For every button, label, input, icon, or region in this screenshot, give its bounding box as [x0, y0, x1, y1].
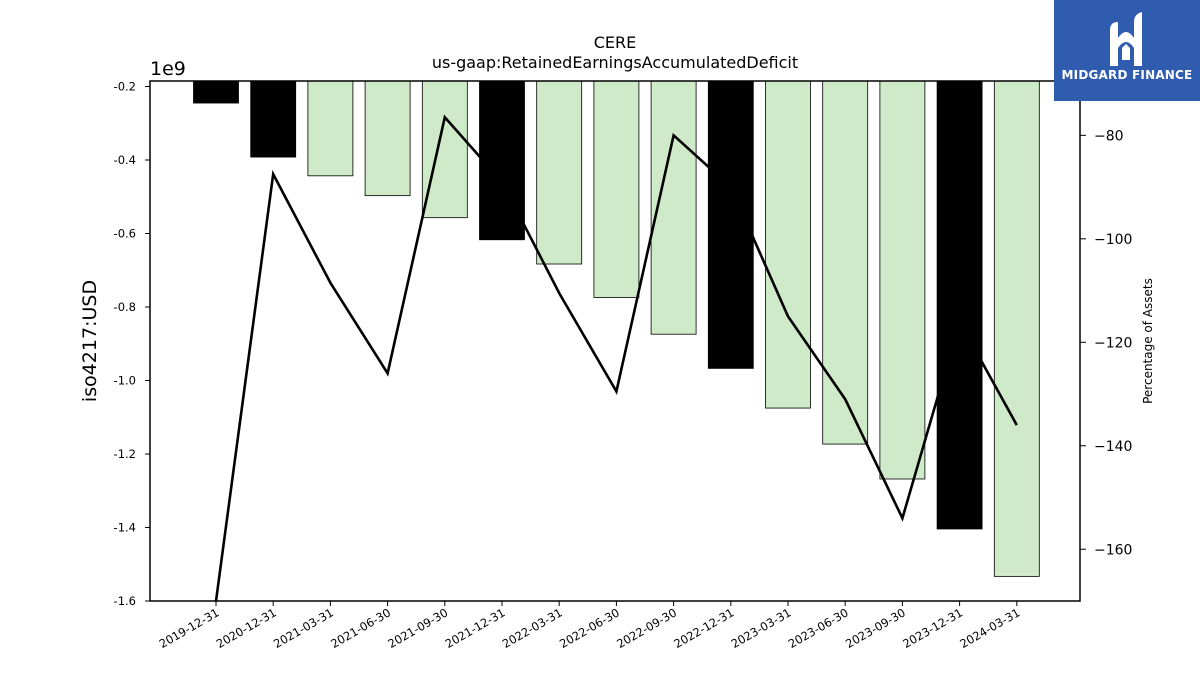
- bar-2021-06-30: [364, 80, 411, 197]
- y-tick-label: -0.8: [114, 300, 136, 314]
- y-axis-right: −80 −100 −120 −140 −160: [1080, 128, 1132, 558]
- x-tick-label: 2023-03-31: [729, 605, 794, 651]
- bar-2021-12-31: [479, 80, 525, 241]
- bar-2022-06-30: [593, 80, 640, 298]
- y2-tick-label: −160: [1094, 542, 1132, 558]
- bar-2019-12-31: [193, 80, 239, 104]
- bar-2023-12-31: [936, 80, 983, 530]
- y2-tick-label: −100: [1094, 232, 1132, 248]
- bar-2020-12-31: [250, 80, 297, 158]
- x-tick-label: 2022-09-30: [614, 605, 679, 651]
- y-axis-multiplier: 1e9: [150, 58, 186, 80]
- x-tick-label: 2021-03-31: [271, 605, 336, 651]
- line-layer: [214, 114, 1018, 601]
- chart-subtitle: us-gaap:RetainedEarningsAccumulatedDefic…: [432, 53, 798, 72]
- y-tick-label: -0.2: [114, 80, 136, 94]
- y-tick-label: -1.2: [114, 447, 136, 461]
- bar-2022-03-31: [536, 80, 583, 265]
- bar-2024-03-31: [993, 80, 1040, 577]
- plot-frame: [149, 80, 1081, 602]
- percentage-of-assets-line: [214, 114, 1018, 601]
- y-tick-label: -0.6: [114, 227, 136, 241]
- bar-2021-03-31: [307, 80, 354, 177]
- bar-2023-09-30: [879, 80, 926, 480]
- y-tick-label: -1.6: [114, 594, 136, 608]
- brand-logo: MIDGARD FINANCE: [1054, 0, 1200, 101]
- y2-tick-label: −80: [1094, 128, 1124, 144]
- y-tick-label: -0.4: [114, 153, 136, 167]
- x-tick-label: 2021-09-30: [385, 605, 450, 651]
- bar-2022-12-31: [707, 80, 754, 369]
- y-axis-label: iso4217:USD: [79, 280, 101, 402]
- y-axis-left: -0.2 -0.4 -0.6 -0.8 -1.0 -1.2 -1.4 -1.6: [114, 80, 150, 608]
- bars-layer: [193, 80, 1040, 577]
- bar-2023-03-31: [765, 80, 811, 409]
- x-tick-label: 2021-12-31: [443, 605, 508, 651]
- x-tick-label: 2022-12-31: [671, 605, 736, 651]
- x-tick-label: 2020-12-31: [214, 605, 279, 651]
- midgard-logo-icon: [1110, 12, 1142, 66]
- bar-2021-09-30: [421, 80, 468, 219]
- y2-tick-label: −120: [1094, 335, 1132, 351]
- x-tick-label: 2022-06-30: [557, 605, 622, 651]
- x-tick-label: 2021-06-30: [328, 605, 393, 651]
- chart-title: CERE: [594, 33, 637, 52]
- x-tick-label: 2022-03-31: [500, 605, 565, 651]
- x-tick-label: 2023-09-30: [843, 605, 908, 651]
- y-tick-label: -1.0: [114, 374, 136, 388]
- y2-tick-label: −140: [1094, 439, 1132, 455]
- y2-axis-label: Percentage of Assets: [1141, 278, 1155, 404]
- y-tick-label: -1.4: [114, 521, 136, 535]
- x-axis: 2019-12-312020-12-312021-03-312021-06-30…: [157, 601, 1022, 651]
- bar-2023-06-30: [822, 80, 869, 445]
- x-tick-label: 2023-12-31: [900, 605, 965, 651]
- x-tick-label: 2019-12-31: [157, 605, 222, 651]
- x-tick-label: 2024-03-31: [957, 605, 1022, 651]
- x-tick-label: 2023-06-30: [786, 605, 851, 651]
- brand-logo-text: MIDGARD FINANCE: [1061, 68, 1193, 82]
